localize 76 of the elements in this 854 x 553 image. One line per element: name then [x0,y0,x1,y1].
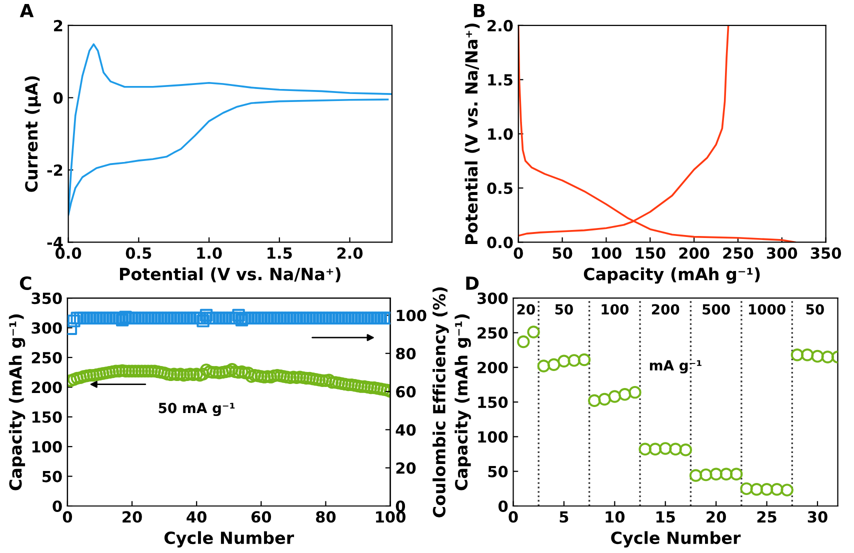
x-tick-label: 250 [723,247,754,259]
x-tick-label: 20 [122,511,142,523]
x-tick-label: 10 [606,511,625,523]
x-tick-label: 0 [514,247,523,259]
x-tick-label: 350 [810,247,842,259]
y-tick-label: 150 [32,411,62,423]
chart-title: D [466,276,479,290]
y2-tick-label: 0 [396,500,406,512]
x-tick-label: 15 [656,511,675,523]
y-tick-label: 0 [52,500,62,512]
y-tick-label: 1.5 [488,74,512,86]
x-tick-label: 150 [636,247,666,259]
y-tick-label: 50 [42,470,62,482]
y-tick-label: 300 [478,292,508,304]
x-tick-label: 60 [251,511,272,523]
y2-tick-label: 20 [396,462,416,474]
y2-tick-label: 80 [396,348,416,360]
y-tick-label: 350 [32,292,62,304]
annotation: 200 [652,304,680,315]
y2-tick-label: 60 [396,386,416,398]
y-tick-label: -2 [47,164,62,176]
y-tick-label: 100 [478,431,508,443]
x-axis-title: Capacity (mAh g⁻¹) [584,267,760,284]
y-tick-label: 0.5 [487,182,512,194]
y2-tick-label: 40 [396,424,416,436]
x-tick-label: 40 [186,511,206,523]
y-axis-title: Capacity (mAh g⁻¹) [454,314,471,490]
y-axis-title: Capacity (mAh g⁻¹) [8,314,26,490]
y-tick-label: -4 [47,236,63,248]
x-tick-label: 100 [376,511,406,523]
x-tick-label: 80 [316,511,336,523]
x-tick-label: 20 [706,511,726,523]
x-axis-title: Cycle Number [164,531,294,548]
annotation: 1000 [749,304,786,315]
x-tick-label: 25 [757,511,776,523]
chart-title: A [20,4,34,18]
x-axis-title: Potential (V vs. Na/Na⁺) [120,267,340,282]
y-tick-label: 0 [54,92,63,104]
y-tick-label: 2.0 [488,20,513,32]
x-tick-label: 0 [62,511,72,523]
y-tick-label: 2 [54,20,62,32]
x-tick-label: 1.5 [268,248,292,259]
y-tick-label: 200 [32,382,62,394]
annotation: mA g⁻¹ [650,360,702,374]
x-tick-label: 2.0 [337,247,363,259]
chart-title: B [474,4,485,18]
y-tick-label: 300 [32,322,62,334]
y-tick-label: 50 [488,466,508,478]
y2-axis-title: Coulombic Efficiency (%) [432,287,449,518]
y-tick-label: 0.0 [487,236,513,248]
x-tick-label: 5 [560,511,568,523]
y-tick-label: 250 [478,327,508,339]
y-axis-title: Current (μA) [24,76,41,192]
x-tick-label: 200 [679,247,710,259]
y-axis-title: Potential (V vs. Na/Na⁺) [464,24,480,244]
x-tick-label: 1.0 [197,247,222,259]
annotation: 100 [602,304,628,315]
annotation: 50 [555,304,573,315]
y-tick-label: 200 [478,362,508,374]
x-tick-label: 0.5 [126,247,152,259]
y-tick-label: 100 [32,441,62,453]
x-tick-label: 100 [592,247,622,259]
y2-tick-label: 100 [396,310,426,322]
y-tick-label: 0 [498,500,508,512]
y-tick-label: 250 [32,352,62,364]
y-tick-label: 150 [478,396,508,408]
x-tick-label: 300 [766,247,798,259]
annotation: 50 [806,304,824,315]
x-tick-label: 50 [552,247,572,259]
y-tick-label: 1.0 [488,128,513,140]
annotation: 500 [702,304,730,315]
annotation: 20 [517,304,535,315]
annotation: 50 mA g⁻¹ [158,402,235,416]
x-axis-title: Cycle Number [611,531,741,548]
x-tick-label: 30 [808,511,828,523]
chart-title: C [20,276,32,290]
